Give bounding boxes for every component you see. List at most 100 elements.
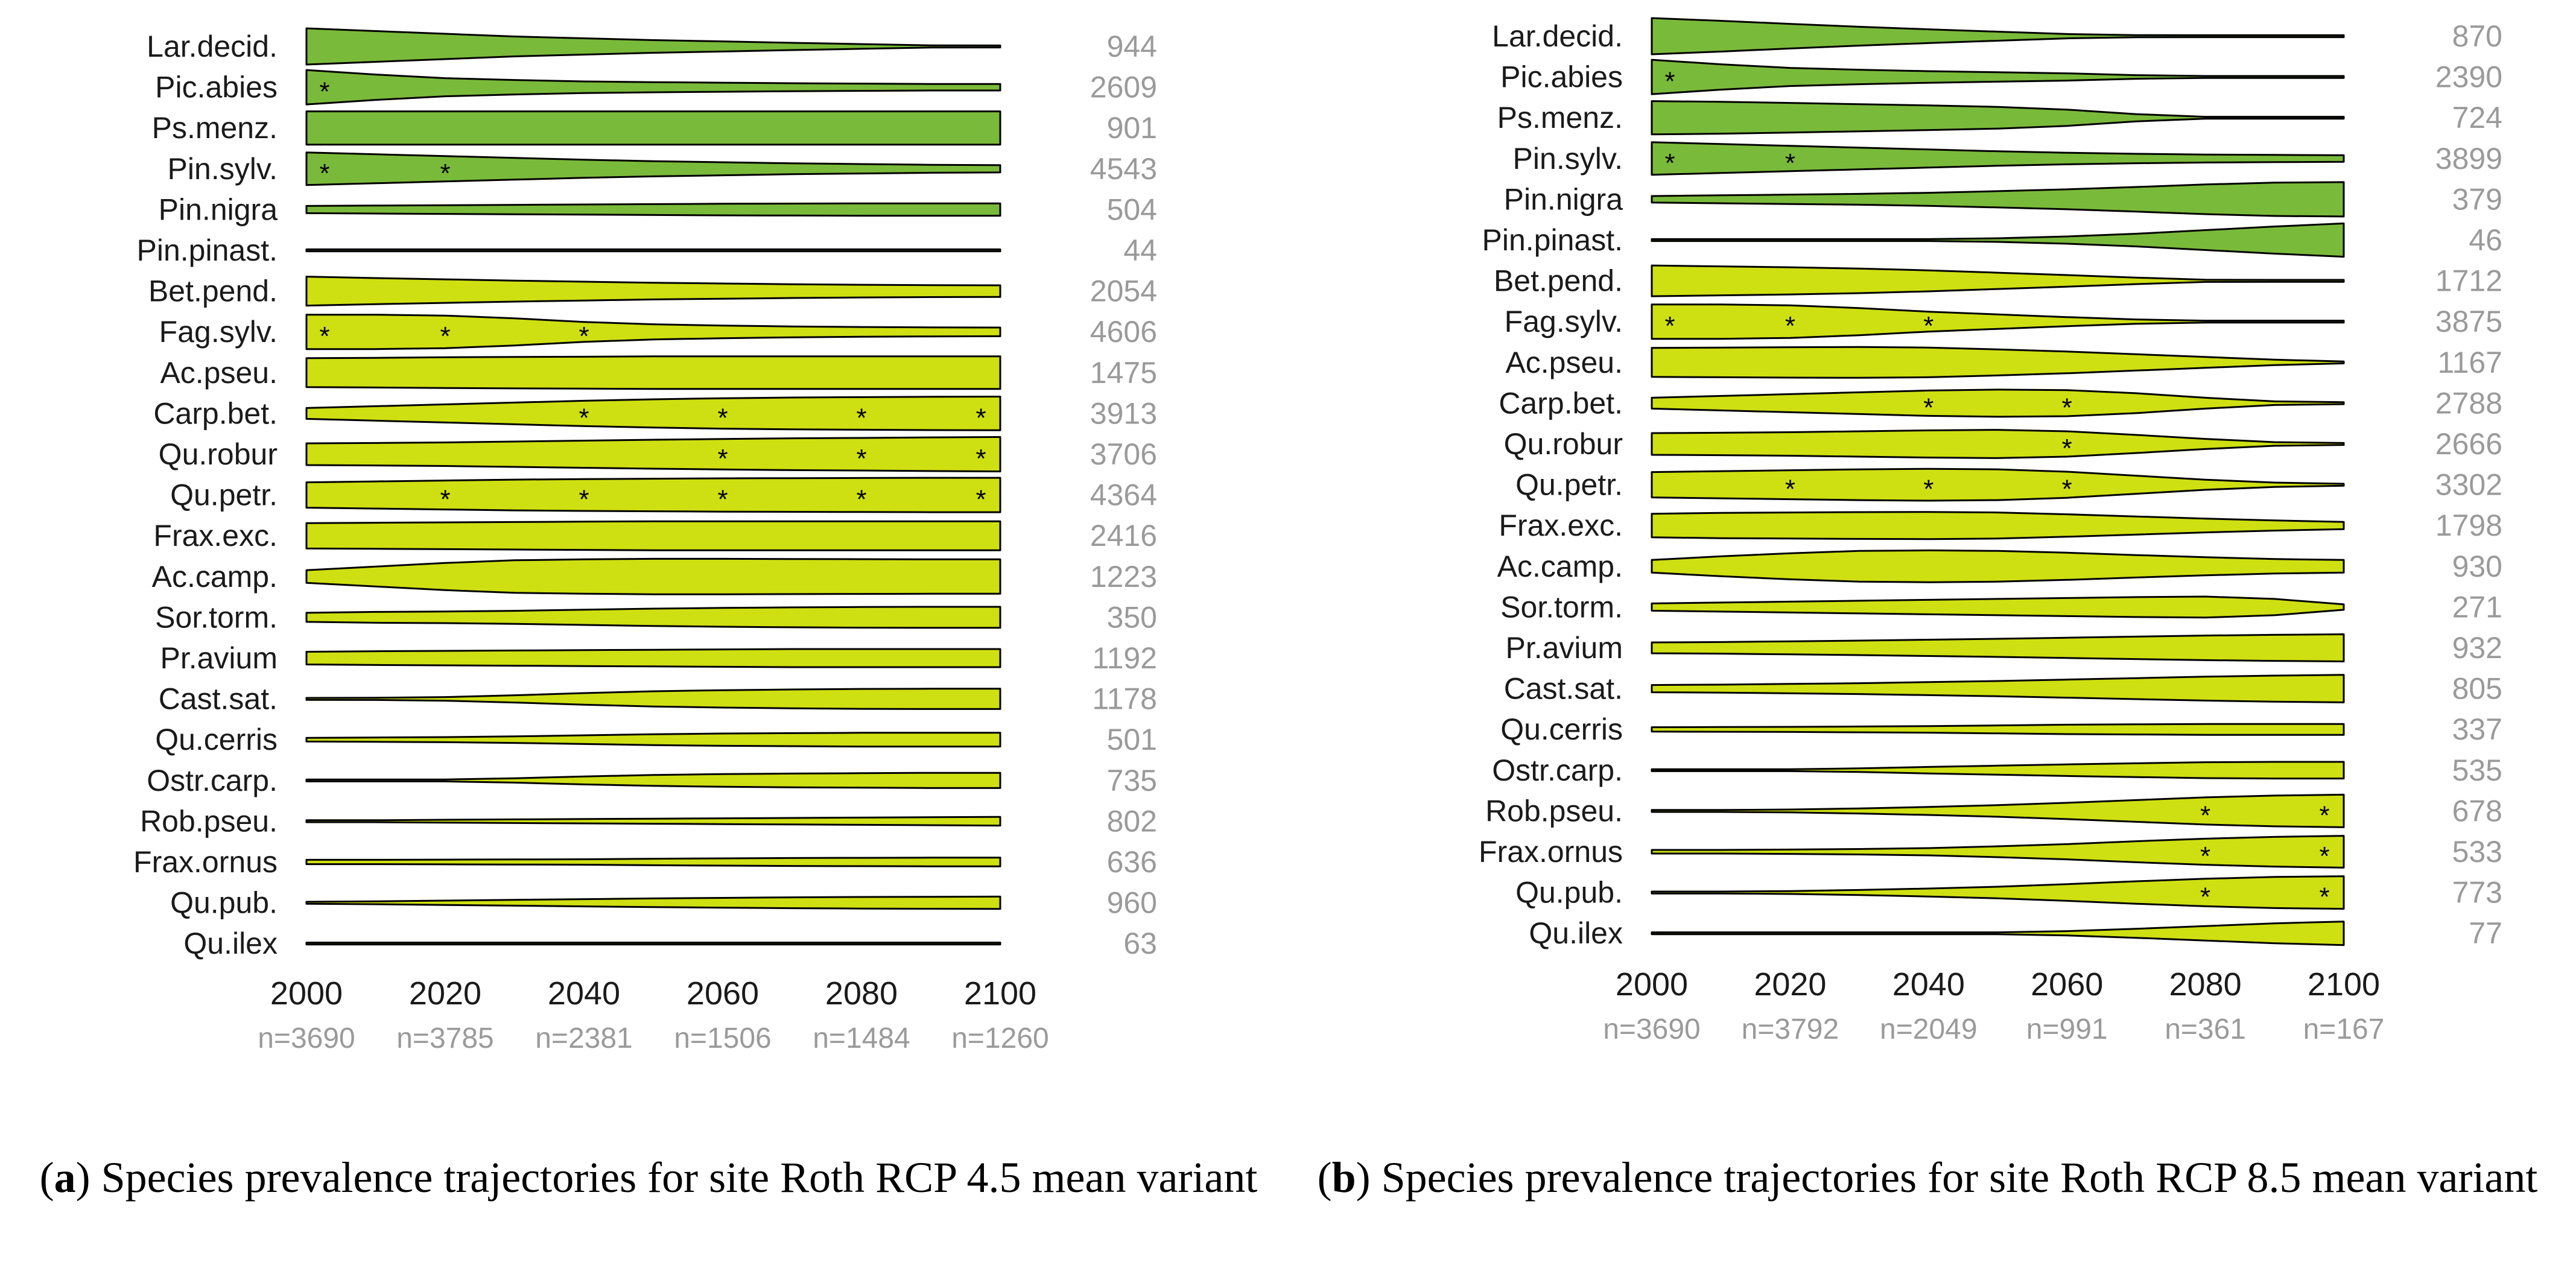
significance-star: * <box>2319 882 2329 912</box>
species-count-pin-sylv: 3899 <box>2435 142 2502 176</box>
x-tick-label: 2000 <box>1616 966 1688 1003</box>
trajectory-bet-pend <box>1651 264 2345 297</box>
trajectory-qu-pub <box>1651 875 2345 910</box>
species-count-pin-sylv: 4543 <box>1090 152 1157 186</box>
significance-star: * <box>976 485 986 515</box>
species-label-bet-pend: Bet.pend. <box>148 274 278 308</box>
species-label-qu-ilex: Qu.ilex <box>183 927 278 960</box>
caption-a: (a) Species prevalence trajectories for … <box>39 1153 1258 1202</box>
species-label-qu-robur: Qu.robur <box>1504 427 1623 461</box>
species-count-ac-pseu: 1167 <box>2437 346 2502 379</box>
trajectory-ac-pseu <box>1651 346 2345 379</box>
species-count-pin-pinast: 44 <box>1123 233 1157 267</box>
species-count-frax-ornus: 533 <box>2452 835 2502 869</box>
species-count-cast-sat: 805 <box>2452 672 2502 706</box>
trajectory-pr-avium <box>305 648 1001 668</box>
significance-star: * <box>717 444 728 474</box>
caption-b: (b) Species prevalence trajectories for … <box>1317 1153 2538 1202</box>
species-label-lar-decid: Lar.decid. <box>1492 19 1623 53</box>
species-count-carp-bet: 3913 <box>1090 396 1157 430</box>
trajectory-pin-sylv <box>1651 141 2345 176</box>
species-count-pin-pinast: 46 <box>2469 223 2502 257</box>
species-label-cast-sat: Cast.sat. <box>159 682 278 716</box>
species-count-carp-bet: 2788 <box>2435 386 2502 420</box>
species-count-qu-petr: 3302 <box>2435 468 2502 502</box>
trajectory-ostr-carp <box>1651 761 2345 780</box>
sample-size-label: n=361 <box>2165 1013 2246 1045</box>
species-label-qu-petr: Qu.petr. <box>1515 468 1623 502</box>
trajectory-sor-torm <box>1651 595 2345 619</box>
species-label-carp-bet: Carp.bet. <box>1499 386 1623 420</box>
species-label-frax-ornus: Frax.ornus <box>133 845 278 879</box>
species-count-ac-pseu: 1475 <box>1090 356 1157 390</box>
species-count-ps-menz: 901 <box>1107 111 1157 145</box>
x-tick-label: 2000 <box>270 975 343 1012</box>
trajectory-frax-ornus <box>1651 835 2345 869</box>
significance-star: * <box>976 403 986 433</box>
sample-size-label: n=1506 <box>674 1022 772 1054</box>
significance-star: * <box>2319 800 2329 830</box>
caption-b-text: Species prevalence trajectories for site… <box>1381 1153 2538 1202</box>
species-label-cast-sat: Cast.sat. <box>1504 672 1623 706</box>
trajectory-ac-camp <box>305 557 1001 595</box>
species-label-ac-pseu: Ac.pseu. <box>1505 346 1623 379</box>
trajectory-pr-avium <box>1651 633 2345 662</box>
significance-star: * <box>1664 67 1675 97</box>
sample-size-label: n=2381 <box>535 1022 633 1054</box>
sample-size-label: n=1260 <box>951 1022 1049 1054</box>
caption-a-label: a <box>54 1153 76 1202</box>
species-count-qu-ilex: 77 <box>2469 916 2502 950</box>
species-count-pic-abies: 2390 <box>2435 60 2502 94</box>
species-label-pic-abies: Pic.abies <box>155 71 278 104</box>
x-tick-label: 2080 <box>825 975 898 1012</box>
species-count-qu-ilex: 63 <box>1123 927 1157 960</box>
species-label-pr-avium: Pr.avium <box>1505 631 1623 665</box>
trajectory-cast-sat <box>1651 674 2345 703</box>
species-count-ostr-carp: 735 <box>1107 764 1157 797</box>
species-label-ostr-carp: Ostr.carp. <box>1492 753 1623 787</box>
species-count-qu-cerris: 501 <box>1107 723 1157 756</box>
significance-star: * <box>1785 311 1795 341</box>
trajectory-pin-pinast <box>1651 222 2345 258</box>
species-label-pin-sylv: Pin.sylv. <box>1513 142 1623 176</box>
trajectory-qu-robur <box>1651 429 2345 459</box>
x-tick-label: 2040 <box>1892 966 1965 1003</box>
species-count-bet-pend: 1712 <box>2435 264 2502 298</box>
trajectory-bet-pend <box>305 276 1001 307</box>
caption-b-label: b <box>1331 1153 1356 1202</box>
sample-size-label: n=991 <box>2026 1013 2108 1045</box>
sample-size-label: n=1484 <box>813 1022 910 1054</box>
x-tick-label: 2100 <box>2308 966 2380 1003</box>
species-count-pin-nigra: 379 <box>2452 182 2502 216</box>
species-label-fag-sylv: Fag.sylv. <box>159 315 278 349</box>
species-count-lar-decid: 944 <box>1107 30 1157 63</box>
x-tick-label: 2060 <box>2031 966 2103 1003</box>
trajectory-ps-menz <box>1651 100 2345 136</box>
significance-star: * <box>440 322 450 351</box>
species-label-pin-sylv: Pin.sylv. <box>168 152 278 186</box>
sample-size-label: n=3792 <box>1742 1013 1839 1045</box>
species-label-ps-menz: Ps.menz. <box>152 111 278 145</box>
trajectory-frax-exc <box>305 520 1001 551</box>
species-count-pic-abies: 2609 <box>1090 71 1157 104</box>
trajectory-fag-sylv <box>1651 303 2345 340</box>
species-label-ostr-carp: Ostr.carp. <box>147 764 278 797</box>
species-label-rob-pseu: Rob.pseu. <box>1485 794 1623 828</box>
significance-star: * <box>319 322 329 351</box>
sample-size-label: n=167 <box>2303 1013 2385 1045</box>
species-label-qu-cerris: Qu.cerris <box>1500 712 1623 746</box>
species-count-rob-pseu: 802 <box>1107 804 1157 838</box>
species-count-qu-robur: 2666 <box>2435 427 2502 461</box>
significance-star: * <box>2319 841 2329 871</box>
trajectory-lar-decid <box>305 27 1001 66</box>
species-count-pin-nigra: 504 <box>1107 192 1157 226</box>
significance-star: * <box>717 485 728 515</box>
trajectory-cast-sat <box>305 688 1001 710</box>
trajectory-pic-abies <box>305 69 1001 106</box>
species-count-pr-avium: 932 <box>2452 631 2502 665</box>
significance-star: * <box>2200 882 2210 912</box>
species-label-ps-menz: Ps.menz. <box>1497 101 1623 135</box>
significance-star: * <box>1664 311 1675 341</box>
trajectory-pin-pinast <box>305 248 1001 253</box>
